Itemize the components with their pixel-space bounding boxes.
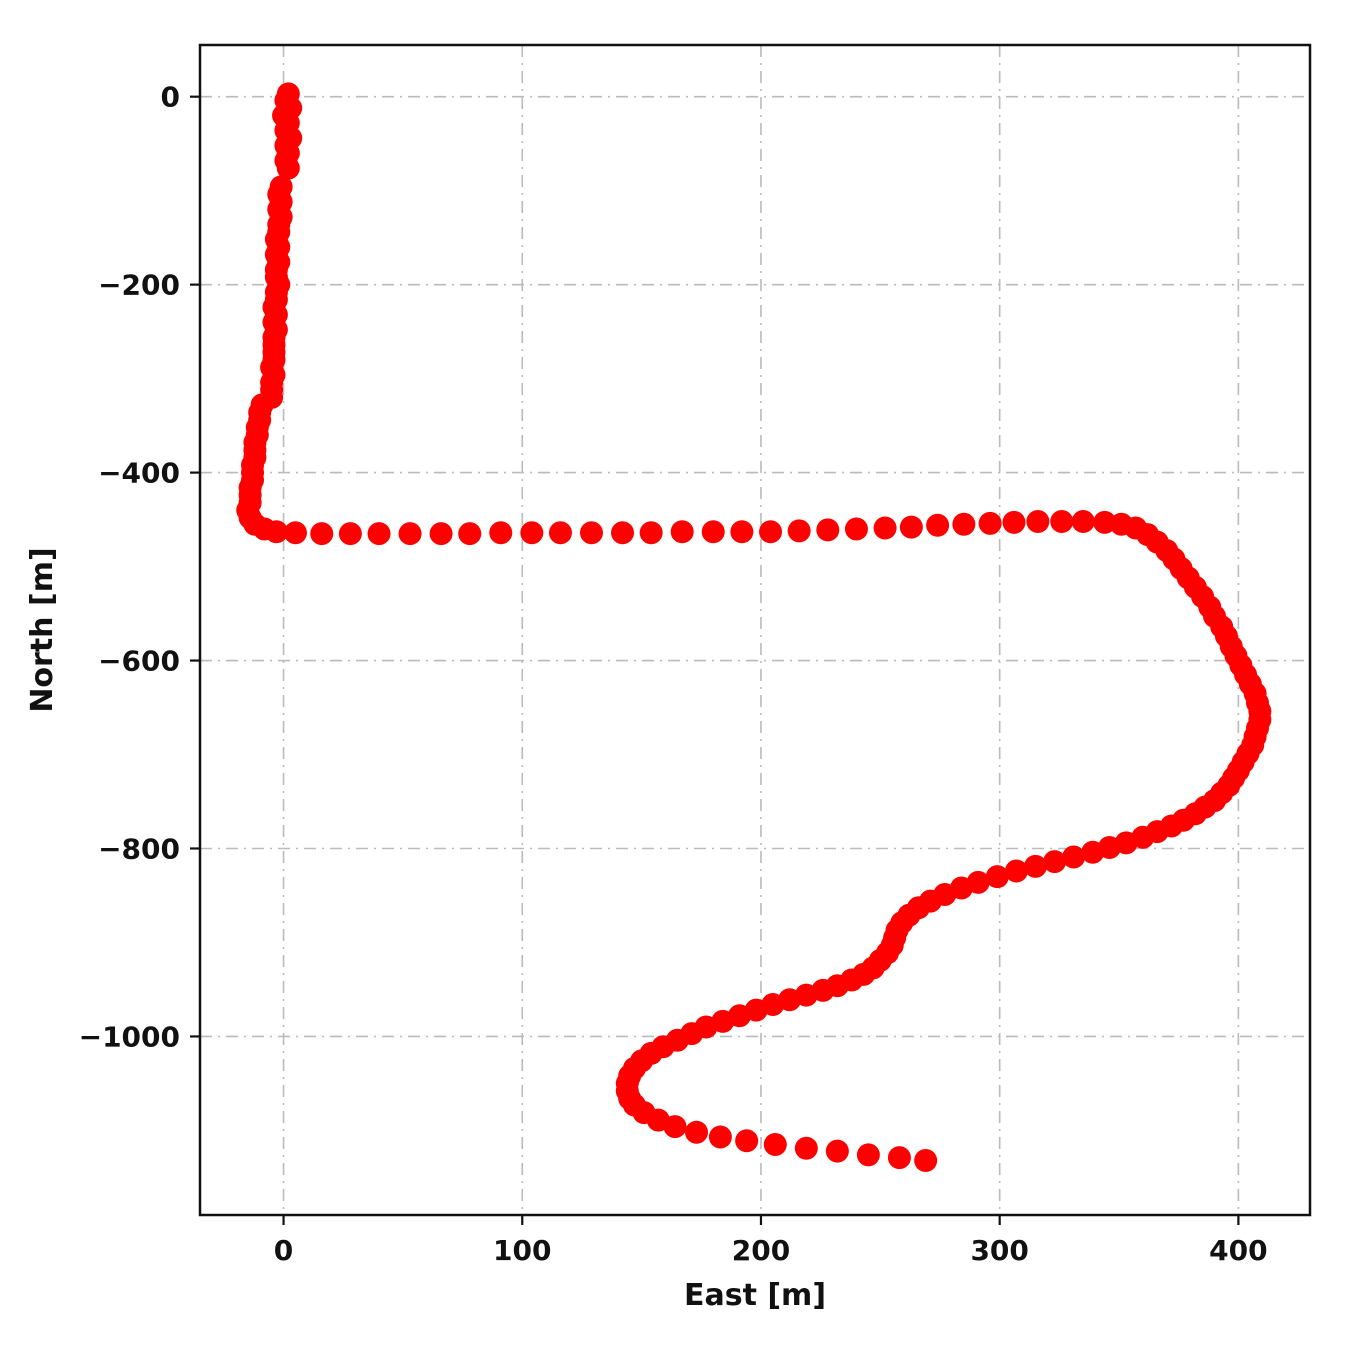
data-point (899, 515, 923, 539)
data-point (1093, 510, 1117, 534)
data-point (685, 1120, 709, 1144)
data-point (759, 520, 783, 544)
data-point (735, 1129, 759, 1153)
tick-labels: 0 100 200 300 400 0 −200 −400 −600 −800 −1000 (79, 81, 1268, 1267)
data-point (611, 521, 635, 545)
y-tick-label: −1000 (79, 1020, 180, 1053)
data-point (1050, 509, 1074, 533)
y-tick-label: −600 (98, 645, 180, 678)
data-point (489, 521, 513, 545)
data-point (1023, 854, 1047, 878)
y-tick-label: 0 (161, 81, 180, 114)
data-point (1002, 510, 1026, 534)
data-point (310, 522, 334, 546)
data-point (670, 520, 694, 544)
data-point (708, 1125, 732, 1149)
data-point (952, 512, 976, 536)
data-point (283, 521, 307, 545)
data-point (1071, 509, 1095, 533)
plot-border (198, 43, 1312, 1217)
data-point (639, 521, 663, 545)
data-point (914, 1148, 938, 1172)
data-point (825, 1139, 849, 1163)
x-tick-label: 0 (274, 1234, 293, 1267)
data-point (816, 518, 840, 542)
data-point (926, 513, 950, 537)
data-point (1062, 845, 1086, 869)
data-point (701, 520, 725, 544)
data-point (856, 1143, 880, 1167)
data-point (887, 1146, 911, 1170)
x-tick-label: 100 (493, 1234, 551, 1267)
data-point (787, 519, 811, 543)
axis-ticks (190, 95, 1240, 1225)
data-point (548, 521, 572, 545)
data-point (844, 517, 868, 541)
data-point (730, 520, 754, 544)
data-point (763, 1133, 787, 1157)
data-point (985, 865, 1009, 889)
data-point (1004, 859, 1028, 883)
data-point (264, 520, 288, 544)
data-point (520, 521, 544, 545)
grid-lines (200, 45, 1310, 1215)
x-tick-label: 300 (970, 1234, 1028, 1267)
data-point (398, 522, 422, 546)
data-point (276, 156, 300, 180)
data-points (236, 82, 1272, 1172)
y-tick-label: −800 (98, 832, 180, 865)
data-point (978, 511, 1002, 535)
data-point (663, 1115, 687, 1139)
data-point (794, 1136, 818, 1160)
x-tick-label: 200 (732, 1234, 790, 1267)
data-point (1026, 509, 1050, 533)
x-axis-label: East [m] (684, 1278, 826, 1313)
data-point (458, 522, 482, 546)
data-point (579, 521, 603, 545)
x-tick-label: 400 (1209, 1234, 1267, 1267)
data-point (429, 522, 453, 546)
data-point (1043, 850, 1067, 874)
data-point (1081, 840, 1105, 864)
data-point (873, 516, 897, 540)
data-point (367, 522, 391, 546)
y-axis-label: North [m] (25, 547, 60, 712)
y-tick-label: −400 (98, 457, 180, 490)
data-point (338, 522, 362, 546)
y-tick-label: −200 (98, 269, 180, 302)
axis-frame (198, 43, 1312, 1217)
